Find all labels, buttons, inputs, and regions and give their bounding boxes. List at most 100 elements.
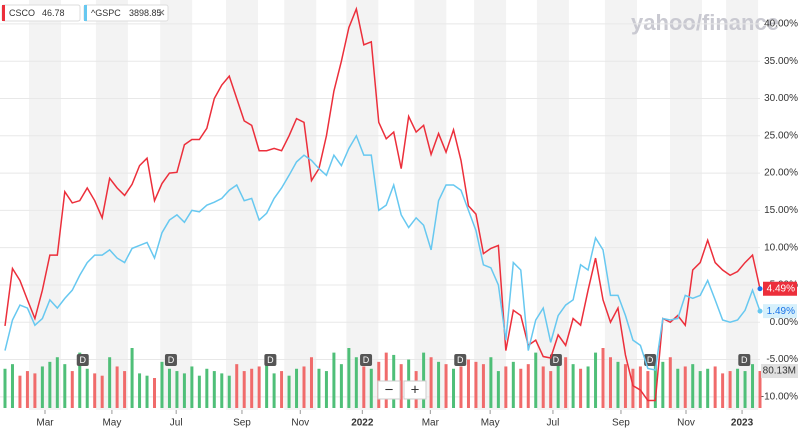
zoom-button[interactable] — [403, 380, 427, 400]
volume-bar — [437, 361, 441, 408]
volume-bar — [78, 352, 82, 408]
month-band — [474, 0, 507, 410]
volume-bar — [422, 352, 426, 408]
volume-bar — [683, 366, 687, 408]
y-tick-label: 35.00% — [764, 56, 798, 67]
last-label: 4.49% — [767, 283, 795, 294]
volume-bar — [153, 378, 157, 408]
x-tick-label: 2022 — [351, 418, 374, 429]
dividend-marker[interactable] — [360, 354, 373, 366]
volume-bar — [212, 371, 216, 408]
last-point — [757, 286, 763, 292]
volume-bar — [362, 366, 366, 408]
volume-bar — [728, 371, 732, 408]
legend-name: ^GSPC — [91, 8, 121, 18]
volume-bar — [272, 373, 276, 408]
volume-bar — [123, 371, 127, 408]
dividend-label: D — [363, 355, 370, 365]
volume-bar — [743, 371, 747, 408]
x-tick-label: 2023 — [731, 418, 754, 429]
volume-bar — [295, 368, 299, 408]
volume-bar — [429, 357, 433, 408]
last-label-box — [763, 304, 797, 319]
dividend-label: D — [553, 355, 560, 365]
zoom-button[interactable] — [377, 380, 401, 400]
volume-bar — [40, 366, 44, 408]
volume-bar — [556, 361, 560, 408]
volume-bar — [751, 364, 755, 408]
volume-bar — [496, 371, 500, 408]
legend-value: 3898.85 — [129, 8, 162, 18]
volume-bar — [160, 361, 164, 408]
dividend-marker[interactable] — [264, 354, 277, 366]
last-label-box — [763, 281, 797, 296]
x-tick-label: May — [102, 418, 121, 429]
volume-bar — [594, 352, 598, 408]
volume-bar — [257, 366, 261, 408]
volume-bar — [489, 357, 493, 408]
volume-bar — [115, 366, 119, 408]
legend-close[interactable] — [158, 9, 165, 16]
dividend-marker[interactable] — [644, 354, 657, 366]
volume-bar — [347, 348, 351, 408]
legend-swatch — [2, 5, 5, 21]
volume-bar — [571, 364, 575, 408]
dividend-marker[interactable] — [454, 354, 467, 366]
month-band — [95, 0, 128, 410]
month-band — [604, 0, 637, 410]
month-band — [414, 0, 447, 410]
series-line — [4, 6, 761, 402]
volume-bar — [324, 371, 328, 408]
volume-bar — [227, 375, 231, 408]
y-tick-label: 10.00% — [764, 242, 798, 253]
volume-bar — [601, 348, 605, 408]
volume-bar — [646, 371, 650, 408]
volume-bar — [452, 368, 456, 408]
volume-bar — [758, 371, 762, 408]
volume-bar — [63, 364, 67, 408]
volume-bar — [564, 357, 568, 408]
volume-bar — [653, 364, 657, 408]
volume-bar — [736, 368, 740, 408]
y-tick-label: 25.00% — [764, 130, 798, 141]
x-tick-label: Jul — [547, 418, 560, 429]
volume-bar — [504, 366, 508, 408]
volume-label-box — [761, 364, 798, 379]
y-tick-label: 15.00% — [764, 205, 798, 216]
dividend-marker[interactable] — [738, 354, 751, 366]
month-band — [669, 0, 702, 410]
volume-bar — [250, 368, 254, 408]
volume-bar — [280, 371, 284, 408]
volume-bar — [579, 368, 583, 408]
volume-bar — [474, 361, 478, 408]
month-band — [160, 0, 193, 410]
last-point — [757, 308, 763, 314]
volume-bar — [668, 357, 672, 408]
dividend-label: D — [457, 355, 464, 365]
dividend-label: D — [79, 355, 86, 365]
volume-label: 80.13M — [763, 366, 796, 377]
dividend-marker[interactable] — [549, 354, 562, 366]
volume-bar — [242, 371, 246, 408]
dividend-marker[interactable] — [164, 354, 177, 366]
series-line — [4, 134, 761, 371]
dividend-marker[interactable] — [76, 354, 89, 366]
volume-bar — [100, 375, 104, 408]
y-tick-label: 30.00% — [764, 93, 798, 104]
volume-bar — [586, 366, 590, 408]
volume-bar — [317, 368, 321, 408]
month-band — [225, 0, 258, 410]
volume-bar — [369, 368, 373, 408]
legend-swatch — [84, 5, 87, 21]
volume-bar — [698, 371, 702, 408]
y-tick-label: 40.00% — [764, 19, 798, 30]
volume-bar — [332, 352, 336, 408]
volume-bar — [623, 364, 627, 408]
volume-bar — [526, 364, 530, 408]
volume-bar — [167, 368, 171, 408]
volume-bar — [511, 361, 515, 408]
volume-bar — [182, 373, 186, 408]
volume-bar — [138, 373, 142, 408]
x-tick-label: Mar — [422, 418, 440, 429]
